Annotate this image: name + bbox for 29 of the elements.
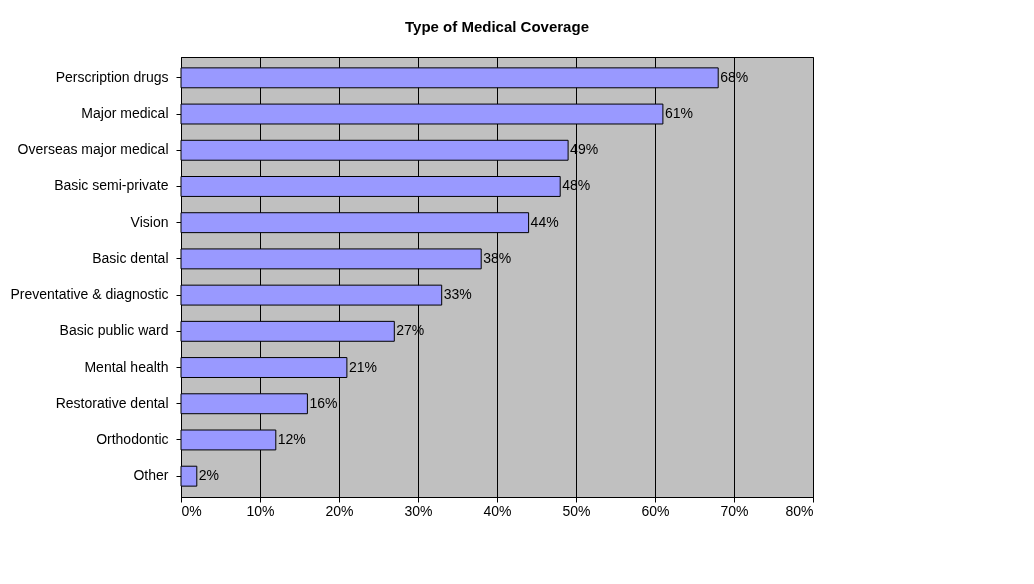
- data-label: 2%: [198, 467, 220, 484]
- y-tick-label: Vision: [130, 213, 169, 230]
- x-tick-label: 20%: [325, 502, 354, 519]
- y-tick-label: Major medical: [81, 105, 169, 122]
- y-tick-label: Restorative dental: [55, 394, 169, 411]
- x-tick-label: 50%: [562, 502, 591, 519]
- data-label: 12%: [277, 430, 306, 447]
- x-tick-label: 10%: [246, 502, 275, 519]
- data-label: 33%: [443, 286, 472, 303]
- data-label: 21%: [348, 358, 377, 375]
- data-label: 61%: [664, 105, 693, 122]
- y-tick-label: Preventative & diagnostic: [10, 286, 169, 303]
- y-tick-label: Mental health: [84, 358, 169, 375]
- x-tick-label: 30%: [404, 502, 433, 519]
- chart-title: Type of Medical Coverage: [405, 18, 589, 35]
- y-tick-label: Basic public ward: [59, 322, 169, 339]
- data-label: 16%: [309, 394, 338, 411]
- y-tick-label: Basic dental: [92, 249, 169, 266]
- x-tick-label: 40%: [483, 502, 512, 519]
- y-tick-label: Basic semi-private: [54, 177, 169, 194]
- data-label: 44%: [530, 213, 559, 230]
- y-tick-label: Other: [133, 467, 169, 484]
- y-tick-label: Perscription drugs: [55, 68, 169, 85]
- y-tick-label: Overseas major medical: [17, 141, 169, 158]
- y-tick-label: Orthodontic: [96, 430, 169, 447]
- x-tick-label: 60%: [641, 502, 670, 519]
- x-tick-label: 70%: [720, 502, 749, 519]
- x-tick-label: 0%: [181, 502, 202, 519]
- x-tick-label: 80%: [785, 502, 814, 519]
